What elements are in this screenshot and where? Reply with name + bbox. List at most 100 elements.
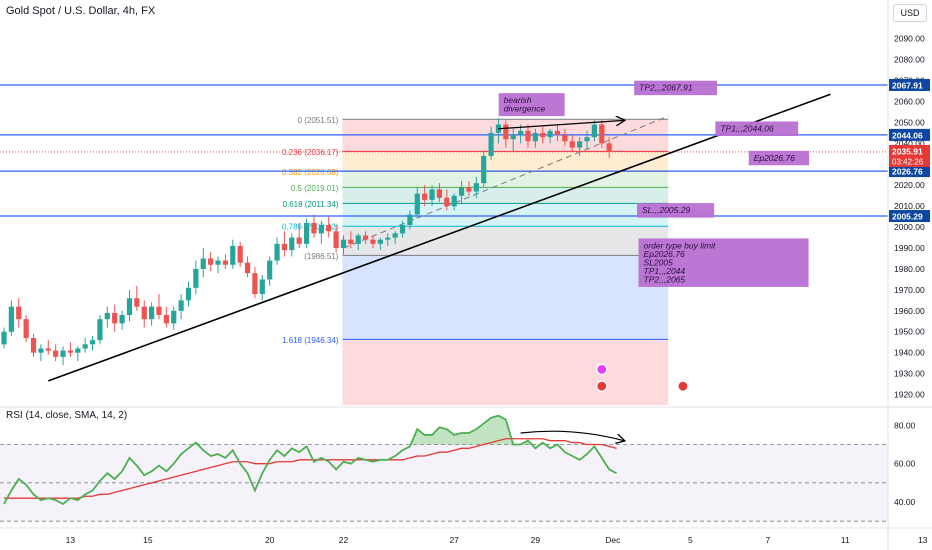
- annotation-text: SL2005: [644, 257, 674, 267]
- price-tick-label: 1970.00: [894, 285, 925, 295]
- candle-body: [193, 268, 199, 288]
- time-tick-label: 13: [66, 535, 76, 545]
- candle-body: [458, 187, 465, 196]
- candle-body: [30, 338, 37, 353]
- annotation-text: SL,,,2005.29: [642, 205, 690, 215]
- current-price-tag: [889, 144, 930, 167]
- candle-body: [244, 262, 251, 274]
- rsi-overbought-fill: [417, 429, 425, 445]
- price-tick-label: 2090.00: [894, 34, 925, 44]
- candle-body: [53, 350, 59, 357]
- fib-level-label: (1986.51): [304, 252, 339, 261]
- time-tick-label: 7: [765, 535, 770, 545]
- candle-body: [377, 239, 383, 244]
- annotation-box: SL,,,2005.29: [636, 203, 715, 218]
- candle-body: [185, 287, 192, 301]
- candle-body: [518, 130, 524, 136]
- candle-body: [481, 155, 487, 184]
- candle-body: [569, 141, 575, 148]
- candle-body: [318, 225, 324, 234]
- rsi-overbought-fill: [432, 427, 440, 445]
- time-tick-label: 13: [918, 535, 928, 545]
- divergence-arrow: [498, 120, 623, 130]
- rsi-overbought-fill: [491, 415, 499, 445]
- candle-body: [503, 124, 509, 140]
- price-pane[interactable]: 0 (2051.51) 0.236 (2036.17) 0.382 (2026.68…: [0, 80, 888, 405]
- currency-button[interactable]: USD: [893, 4, 927, 22]
- candle-body: [303, 222, 310, 244]
- rsi-overbought-fill: [483, 417, 492, 445]
- candle-body: [414, 193, 420, 215]
- annotation-text: Ep2026,76: [754, 153, 795, 163]
- annotation-text: divergence: [504, 104, 546, 114]
- candle-body: [112, 312, 118, 324]
- annotation-background: [634, 80, 717, 96]
- price-tick-label: 2010.00: [894, 201, 925, 211]
- candle-body: [547, 130, 553, 138]
- rsi-divergence-arrow: [520, 430, 624, 440]
- rsi-ma-line: [4, 438, 617, 499]
- rsi-title: RSI (14, close, SMA, 14, 2): [6, 410, 128, 421]
- rsi-pane[interactable]: [0, 414, 888, 522]
- candle-body: [289, 237, 295, 251]
- us-flag-icon: [677, 380, 689, 392]
- rsi-overbought-fill: [439, 427, 447, 445]
- rsi-overbought-fill: [498, 415, 506, 445]
- time-tick-label: 29: [531, 535, 541, 545]
- rsi-tick-label: 80.00: [894, 420, 916, 430]
- fib-zone: [342, 226, 669, 256]
- candle-body: [326, 225, 332, 232]
- price-tick-label: 2000.00: [894, 222, 925, 232]
- price-tick-label: 2020.00: [894, 180, 925, 190]
- time-tick-label: 27: [449, 535, 459, 545]
- annotation-box: TP2,,,2067,91: [634, 80, 717, 96]
- candle-body: [385, 237, 391, 240]
- candle-body: [156, 306, 162, 316]
- candle-body: [222, 260, 228, 265]
- annotation-background: [715, 121, 799, 136]
- annotation-background: [636, 203, 715, 218]
- annotation-text: bearish: [504, 95, 532, 105]
- annotation-box: Ep2026,76: [748, 150, 810, 166]
- price-tick-label: 2040.00: [894, 138, 925, 148]
- price-tag-label: 2026.76: [892, 167, 923, 177]
- price-tick-label: 1990.00: [894, 243, 925, 253]
- rsi-line: [3, 414, 617, 505]
- price-tick-label: 1930.00: [894, 369, 925, 379]
- trendline: [48, 93, 831, 382]
- price-tick-label: 1920.00: [894, 390, 925, 400]
- candle-body: [473, 183, 479, 192]
- candle-body: [104, 312, 110, 320]
- candle-body: [591, 124, 597, 138]
- candle-body: [178, 300, 184, 311]
- annotation-text: TP1,,,2044,06: [720, 123, 774, 133]
- projection-dashed-line: [343, 115, 669, 249]
- fib-level-label: 1.618 (1946.34): [282, 336, 339, 345]
- price-tick-label: 2080.00: [894, 55, 925, 65]
- candle-body: [554, 130, 561, 136]
- candle-body: [16, 306, 22, 320]
- chart-title: Gold Spot / U.S. Dollar, 4h, FX: [6, 5, 156, 17]
- candle-body: [355, 235, 361, 244]
- price-tick-label: 1950.00: [894, 327, 925, 337]
- fib-level-label: 0.382 (2026.68): [282, 168, 339, 177]
- candle-body: [215, 260, 221, 265]
- candle-body: [606, 143, 612, 152]
- candle-body: [488, 132, 494, 156]
- event-icon: [596, 363, 608, 376]
- fib-zone: [342, 203, 669, 227]
- time-tick-label: 11: [841, 535, 850, 545]
- rsi-overbought-fill: [454, 433, 462, 445]
- candle-body: [392, 233, 398, 238]
- candle-body: [296, 237, 302, 244]
- time-tick-label: Dec: [605, 535, 621, 545]
- candle-body: [252, 273, 258, 295]
- candle-body: [274, 243, 280, 261]
- fib-level-label: 0 (2051.51): [298, 116, 339, 125]
- candle-body: [8, 306, 14, 332]
- fib-zone: [342, 187, 669, 204]
- current-price-label: 2035.91: [892, 146, 923, 156]
- candle-body: [237, 245, 243, 263]
- candle-body: [67, 350, 74, 353]
